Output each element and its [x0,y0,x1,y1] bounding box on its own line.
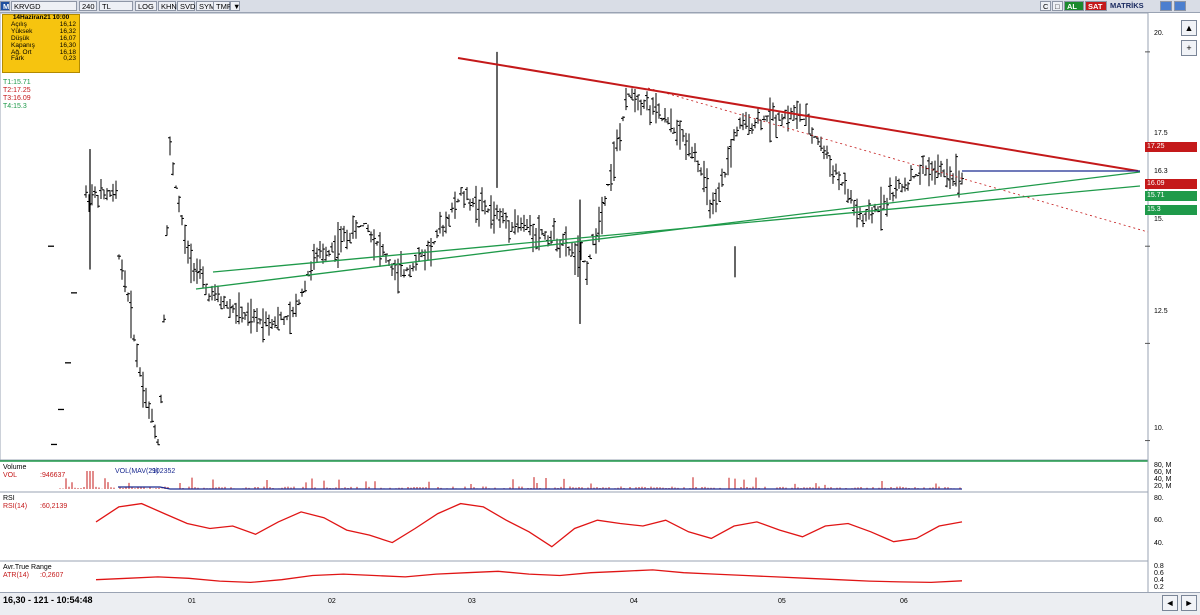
toolbar: M KRVGD 240 TL LOG KHN SVD SYM TMP ▼ C □… [0,0,1200,13]
y-tick-10: 10. [1154,425,1164,432]
rsi-value: :60,2139 [40,503,68,510]
rsi-tick-40: 40. [1154,540,1164,547]
atr-tick-06: 0.6 [1154,570,1164,577]
atr-tick-08: 0.8 [1154,563,1164,570]
y-tick-16-3: 16.3 [1154,168,1168,175]
c-icon[interactable]: C [1040,1,1051,11]
target-legend-t2: T2:17.25 [3,87,31,94]
atr-value: :0,2607 [40,572,64,579]
app-logo: M [0,1,10,11]
infobox-row-change: Fark 0,23 [11,55,76,63]
x-tick-06: 06 [900,598,908,605]
infobox-title: 14Haziran21 10:00 [12,14,70,21]
x-tick-02: 02 [328,598,336,605]
target-legend-t3: T3:16.09 [3,95,31,102]
vol-tick-20: 20, M [1154,483,1172,490]
brand-label: MATRİKS [1110,1,1144,10]
main-plot-frame [0,12,1149,461]
infobox-row-open: Açılış 16,12 [11,20,76,28]
currency-selector[interactable]: TL [99,1,133,11]
red-resistance-trendline [457,57,1139,172]
rsi-title: RSI [3,495,15,502]
vol-tick-60: 60, M [1154,469,1172,476]
volume-mav-value: :902352 [150,468,176,475]
y-tick-17-5: 17.5 [1154,130,1168,137]
y-tick-12-5: 12.5 [1154,308,1168,315]
dropdown-arrow-icon[interactable]: ▼ [230,1,240,11]
window-icon[interactable]: □ [1052,1,1063,11]
atr-tick-04: 0.4 [1154,577,1164,584]
atr-line [95,569,963,584]
infobox-row-low: Düşük 16,07 [11,34,76,42]
khn-button[interactable]: KHN [158,1,177,11]
sell-button[interactable]: SAT [1085,1,1107,11]
rsi-line [95,502,963,548]
window-control-icon[interactable] [1160,1,1172,11]
green-support-trendline-lower [195,171,1141,290]
scroll-up-icon[interactable]: ▲ [1181,20,1197,36]
ohlc-infobox: 14Haziran21 10:00 Açılış 16,12 Yüksek 16,3… [2,14,80,73]
price-tag-t1: 15.71 [1145,191,1197,201]
price-tag-t3: 16.09 [1145,179,1197,189]
log-button[interactable]: LOG [135,1,157,11]
atr-label: ATR(14) [3,572,29,579]
window-control-icon-2[interactable] [1174,1,1186,11]
svd-button[interactable]: SVD [177,1,195,11]
infobox-row-wavg: Ağ. Ort 16,18 [11,48,76,56]
infobox-row-close: Kapanış 16,30 [11,41,76,49]
rsi-label: RSI(14) [3,503,28,510]
tmp-button[interactable]: TMP [213,1,232,11]
volume-title: Volume [3,464,27,471]
volume-mav-label: VOL(MAV(21) [115,468,159,475]
buy-button[interactable]: AL [1064,1,1084,11]
rsi-tick-60: 60. [1154,517,1164,524]
symbol-field[interactable]: KRVGD [11,1,77,11]
x-tick-03: 03 [468,598,476,605]
status-text: 16,30 - 121 - 10:54:48 [3,595,93,605]
volume-label: VOL [3,472,18,479]
red-dotted-trendline [647,87,1149,233]
target-legend-t1: T1:15.71 [3,79,31,86]
atr-title: Avr.True Range [3,564,52,571]
atr-tick-02: 0.2 [1154,584,1164,591]
x-tick-04: 04 [630,598,638,605]
volume-mav-line [118,486,962,490]
x-tick-05: 05 [778,598,786,605]
y-tick-15: 15. [1154,216,1164,223]
infobox-row-high: Yüksek 16,32 [11,27,76,35]
y-tick-20: 20. [1154,30,1164,37]
volume-value: :946637 [40,472,66,479]
scroll-left-icon[interactable]: ◄ [1162,595,1178,611]
scroll-right-icon[interactable]: ► [1181,595,1197,611]
rsi-tick-80: 80. [1154,495,1164,502]
price-tag-t4: 15.3 [1145,205,1197,215]
period-selector[interactable]: 240 [79,1,97,11]
x-tick-01: 01 [188,598,196,605]
status-bar: 16,30 - 121 - 10:54:48 01 02 03 04 05 06… [0,592,1200,615]
price-tag-t2: 17.25 [1145,142,1197,152]
vol-tick-80: 80, M [1154,462,1172,469]
zoom-icon[interactable]: + [1181,40,1197,56]
target-legend-t4: T4:15.3 [3,103,27,110]
vol-tick-40: 40, M [1154,476,1172,483]
